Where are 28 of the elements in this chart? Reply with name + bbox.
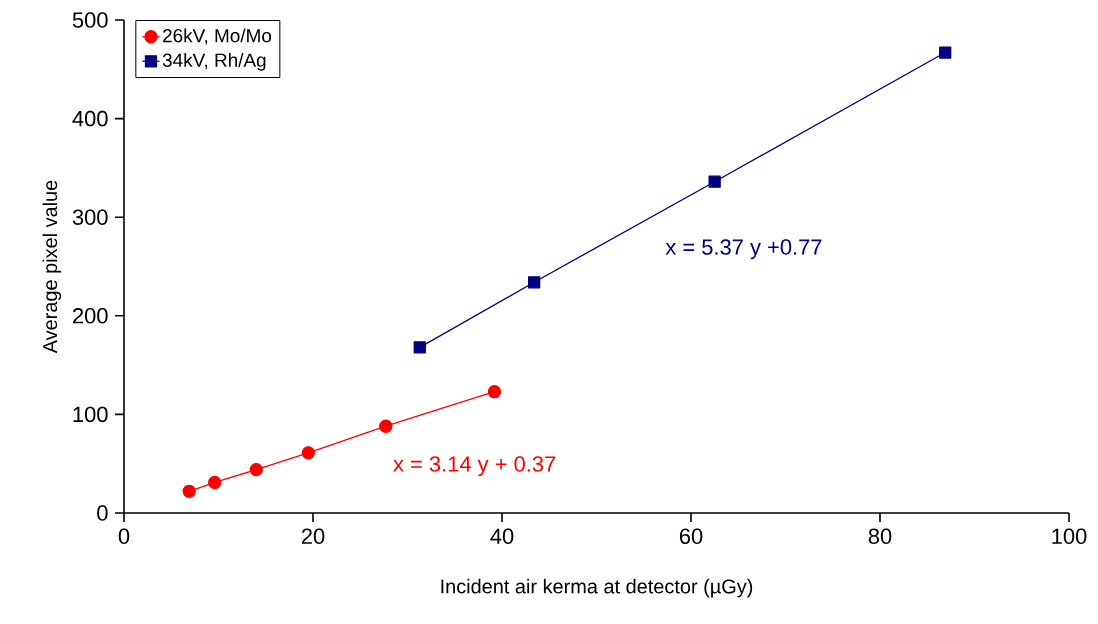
y-tick-label: 300 [72,209,108,225]
x-tick-label: 80 [868,528,892,545]
y-tick-label: 200 [73,308,108,324]
x-tick-label: 100 [1052,528,1087,545]
point [527,276,541,289]
y-tick-label: 100 [73,406,108,423]
point [939,46,952,59]
point [182,484,196,498]
point [301,446,315,460]
annotation: x = 5.37 y +0.77 [665,239,822,260]
x-tick-label: 40 [490,528,514,545]
point [249,462,263,477]
y-tick-label: 400 [72,110,108,127]
legend-label: 26kV, Mo/Mo [163,28,272,45]
x-tick-label: 60 [679,528,703,545]
y-tick-label: 0 [97,505,108,521]
point [708,175,721,188]
y-tick-label: 500 [72,12,108,28]
point [379,419,393,433]
annotation: x = 3.14 y + 0.37 [393,456,556,477]
point [208,475,222,490]
point [413,341,426,354]
legend-label: 34kV, Rh/Ag [162,52,266,71]
point [487,385,502,399]
y-axis-title: Average pixel value [42,180,62,354]
x-tick-label: 20 [301,528,325,545]
x-axis-title: Incident air kerma at detector (µGy) [441,578,753,598]
x-tick-label: 0 [118,528,130,545]
